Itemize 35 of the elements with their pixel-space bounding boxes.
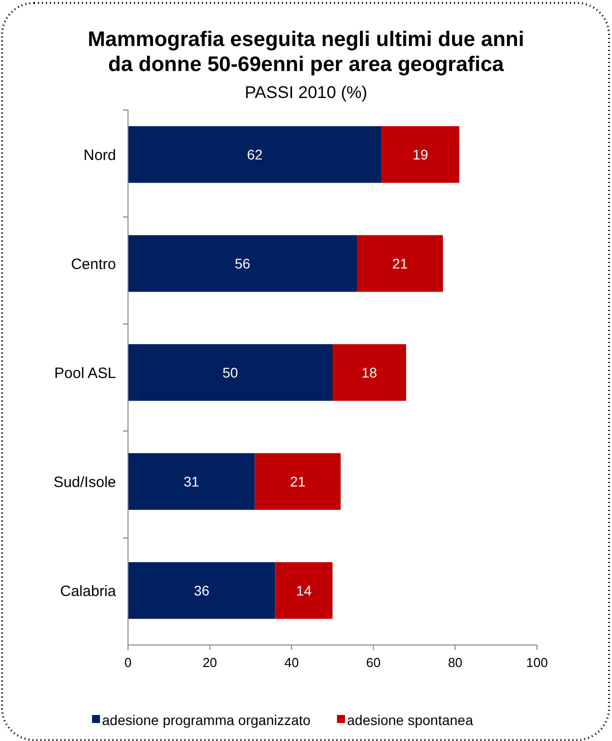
chart-subtitle: PASSI 2010 (%) — [244, 83, 368, 102]
x-tick-label: 100 — [526, 655, 548, 670]
data-label: 31 — [184, 473, 200, 490]
x-tick-label: 80 — [448, 655, 462, 670]
data-label: 36 — [194, 582, 210, 598]
data-label: 50 — [222, 364, 238, 380]
y-tick-label: Nord — [83, 146, 116, 164]
data-label: 19 — [412, 146, 428, 162]
bar — [128, 453, 255, 510]
bar — [128, 126, 382, 183]
bar — [382, 126, 460, 183]
legend-label: adesione programma organizzato — [102, 712, 311, 728]
y-tick-label: Calabria — [60, 582, 117, 600]
legend-label: adesione spontanea — [347, 712, 474, 728]
data-label: 21 — [392, 255, 408, 272]
y-tick-label: Centro — [70, 256, 116, 273]
data-label: 62 — [247, 146, 263, 162]
bar — [275, 562, 332, 619]
x-tick-label: 20 — [202, 655, 218, 670]
bar — [357, 235, 443, 292]
x-tick-label: 40 — [284, 655, 299, 670]
data-label: 18 — [362, 364, 378, 380]
y-tick-label: Sud/Isole — [53, 474, 116, 491]
bar — [332, 344, 406, 401]
bar — [128, 235, 358, 292]
x-tick-label: 0 — [124, 655, 132, 670]
bar — [254, 453, 341, 510]
chart-title: Mammografia eseguita negli ultimi due anni da donne 50-69enni per area geografica — [88, 28, 524, 76]
data-label: 21 — [290, 473, 306, 490]
data-label: 56 — [234, 255, 251, 272]
bar — [128, 562, 276, 619]
y-tick-label: Pool ASL — [54, 364, 116, 382]
data-label: 14 — [296, 582, 312, 598]
bar — [128, 344, 332, 401]
x-tick-label: 60 — [366, 655, 381, 670]
